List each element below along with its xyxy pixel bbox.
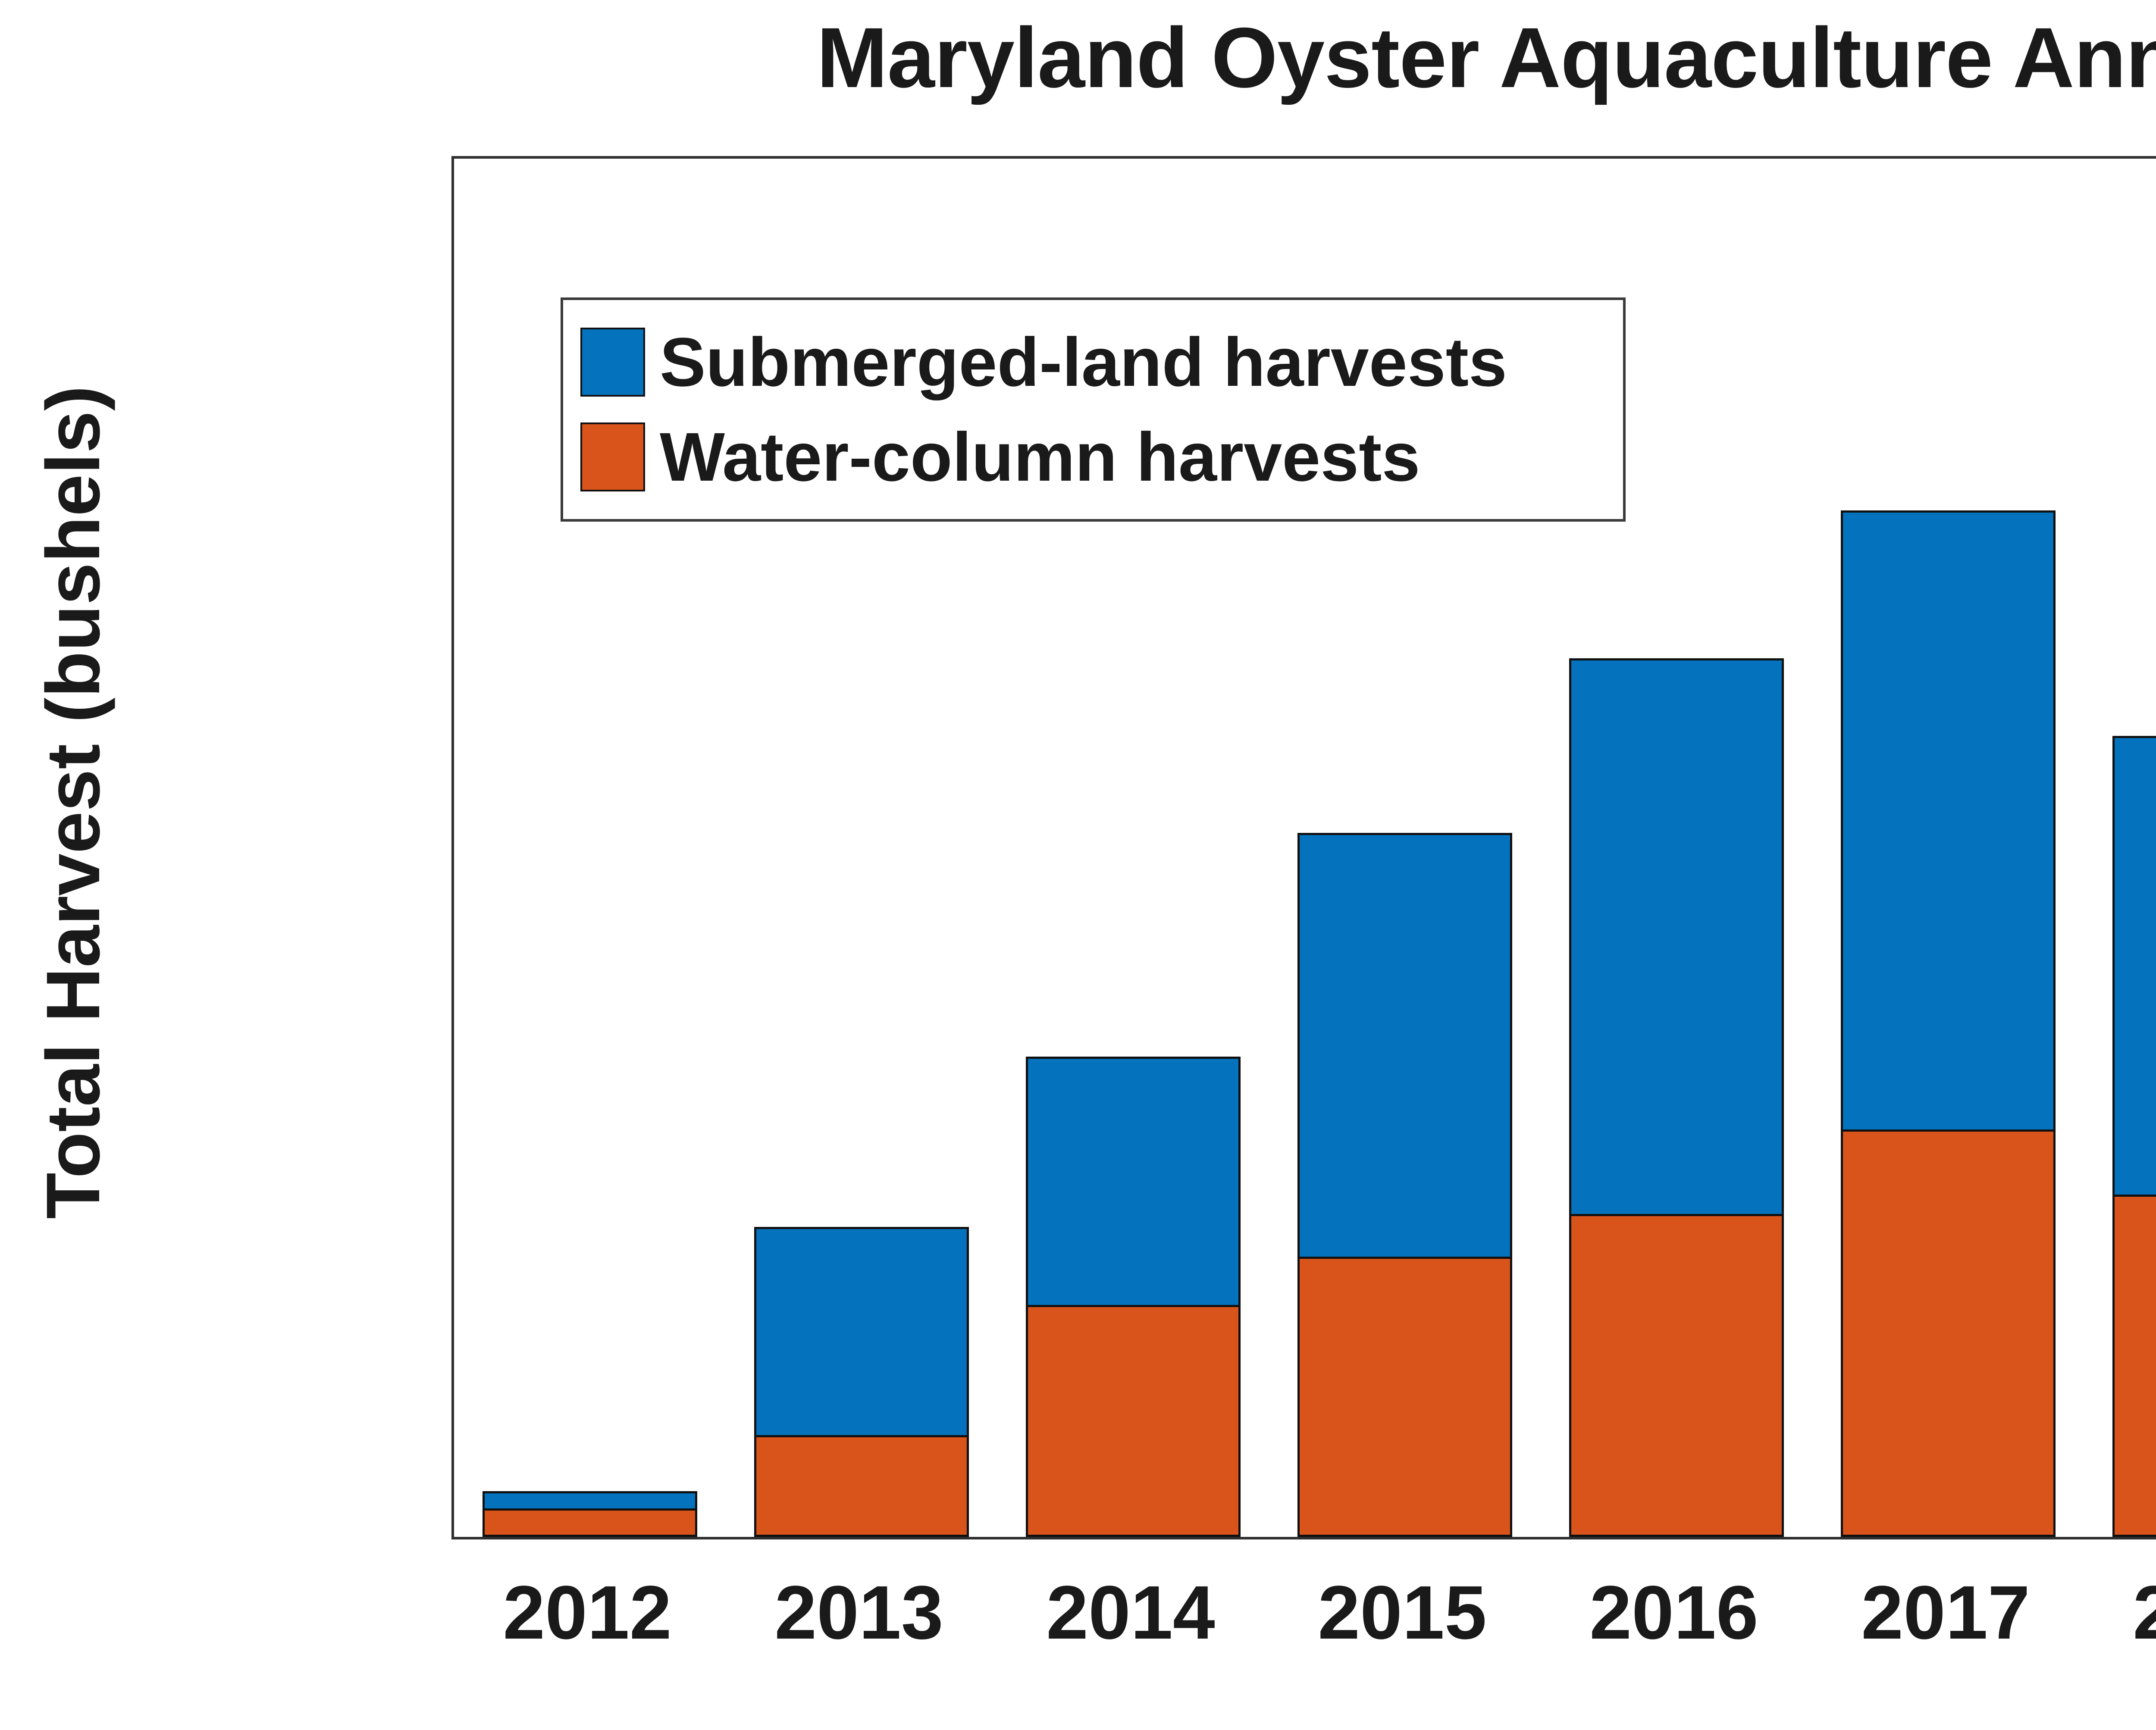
bar-group-2016[interactable]	[1569, 658, 1784, 1537]
bar-group-2014[interactable]	[1026, 1057, 1241, 1537]
legend-item-submerged-land[interactable]: Submerged-land harvests	[580, 328, 1606, 397]
bar-group-2015[interactable]	[1297, 832, 1512, 1537]
bar-segment-submerged-land[interactable]	[483, 1491, 697, 1511]
bar-segment-submerged-land[interactable]	[754, 1227, 969, 1437]
legend-label-water-column: Water-column harvests	[660, 418, 1420, 495]
bar-group-2017[interactable]	[1841, 510, 2056, 1537]
bar-segment-water-column[interactable]	[754, 1437, 969, 1537]
bar-segment-water-column[interactable]	[483, 1511, 697, 1537]
legend-swatch-submerged-land	[580, 328, 645, 397]
bar-segment-submerged-land[interactable]	[1026, 1057, 1241, 1308]
page-title: Maryland Oyster Aquaculture Annual Harve…	[816, 10, 2156, 105]
bar-segment-submerged-land[interactable]	[2112, 736, 2156, 1197]
bars-container	[454, 159, 2156, 1537]
x-tick-label-2014: 2014	[1046, 1570, 1215, 1655]
bar-segment-water-column[interactable]	[1569, 1216, 1784, 1537]
legend-swatch-water-column	[580, 422, 645, 491]
x-tick-label-2015: 2015	[1318, 1570, 1487, 1655]
bar-segment-water-column[interactable]	[1297, 1259, 1512, 1537]
bar-group-2012[interactable]	[483, 1491, 697, 1537]
bar-segment-submerged-land[interactable]	[1297, 832, 1512, 1259]
bar-segment-water-column[interactable]	[1026, 1307, 1241, 1537]
bar-group-2013[interactable]	[754, 1227, 969, 1537]
x-tick-label-2018: 2018	[2133, 1570, 2156, 1655]
chart-legend: Submerged-land harvests Water-column har…	[561, 297, 1626, 522]
bar-segment-submerged-land[interactable]	[1841, 510, 2056, 1132]
x-tick-label-2012: 2012	[503, 1570, 672, 1655]
x-tick-label-2016: 2016	[1589, 1570, 1758, 1655]
legend-item-water-column[interactable]: Water-column harvests	[580, 422, 1606, 491]
x-tick-label-2017: 2017	[1861, 1570, 2030, 1655]
x-tick-label-2013: 2013	[774, 1570, 943, 1655]
bar-group-2018[interactable]	[2112, 736, 2156, 1537]
legend-label-submerged-land: Submerged-land harvests	[660, 323, 1507, 400]
bar-segment-submerged-land[interactable]	[1569, 658, 1784, 1216]
bar-segment-water-column[interactable]	[1841, 1131, 2056, 1537]
y-axis-title: Total Harvest (bushels)	[31, 385, 116, 1219]
bar-segment-water-column[interactable]	[2112, 1196, 2156, 1537]
